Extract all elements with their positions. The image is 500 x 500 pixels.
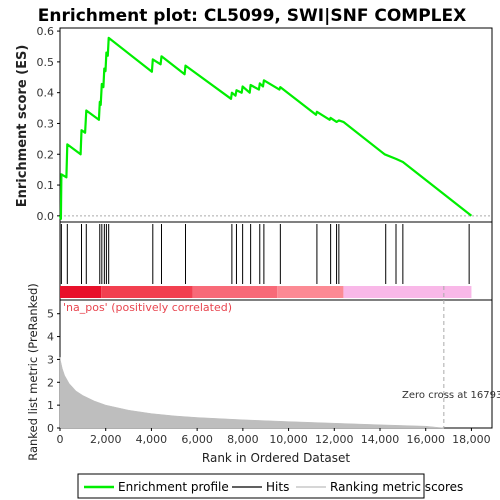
color-bar-segment (192, 286, 278, 298)
color-bar-segment (101, 286, 193, 298)
metric-y-tick-label: 3 (47, 353, 54, 366)
legend-box (77, 473, 425, 499)
legend-enrichment-label: Enrichment profile (118, 480, 229, 494)
zero-cross-annotation: Zero cross at 16793 (402, 390, 500, 401)
es-y-tick-label: 0.2 (37, 148, 55, 161)
metric-y-tick-label: 4 (47, 331, 54, 344)
x-tick-label: 0 (57, 433, 64, 446)
hit-lines (60, 224, 470, 284)
es-y-axis-label: Enrichment score (ES) (15, 45, 30, 208)
ranking-metric-area (59, 357, 444, 429)
es-y-tick-label: 0.3 (37, 117, 55, 130)
metric-y-ticks: 0 1 2 3 4 5 (47, 308, 60, 435)
x-tick-label: 14,000 (361, 433, 400, 446)
color-bar-segment (60, 286, 102, 298)
enrichment-profile-line (58, 36, 473, 220)
es-y-tick-label: 0.4 (37, 87, 55, 100)
positive-correlation-annotation: 'na_pos' (positively correlated) (63, 301, 232, 314)
es-y-tick-label: 0.1 (37, 179, 55, 192)
color-bar-segment (343, 286, 472, 298)
ranking-metric-fill (59, 357, 444, 429)
es-y-tick-label: 0.6 (37, 25, 55, 38)
metric-y-tick-label: 0 (47, 422, 54, 435)
x-tick-label: 10,000 (269, 433, 308, 446)
color-bar-segment (277, 286, 344, 298)
es-y-tick-label: 0.0 (37, 210, 55, 223)
x-tick-label: 6,000 (181, 433, 213, 446)
metric-y-axis-label: Ranked list metric (PreRanked) (26, 283, 40, 461)
rank-color-bar (60, 286, 472, 298)
x-tick-label: 8,000 (227, 433, 259, 446)
legend-metric-label: Ranking metric scores (330, 480, 463, 494)
metric-x-ticks: 0 2,000 4,000 6,000 8,000 10,000 12,000 14,000 1… (57, 428, 491, 446)
metric-y-tick-label: 1 (47, 399, 54, 412)
enrichment-curve (58, 36, 473, 220)
x-tick-label: 18,000 (452, 433, 491, 446)
metric-y-tick-label: 5 (47, 308, 54, 321)
x-tick-label: 2,000 (90, 433, 122, 446)
es-y-ticks: 0.0 0.1 0.2 0.3 0.4 0.5 0.6 (37, 25, 60, 223)
x-tick-label: 16,000 (406, 433, 445, 446)
x-axis-label: Rank in Ordered Dataset (202, 451, 350, 465)
metric-panel-frame (59, 299, 493, 429)
es-panel-frame (59, 27, 493, 223)
legend-hits-label: Hits (266, 480, 289, 494)
metric-y-tick-label: 2 (47, 376, 54, 389)
es-y-tick-label: 0.5 (37, 56, 55, 69)
x-tick-label: 4,000 (136, 433, 168, 446)
x-tick-label: 12,000 (315, 433, 354, 446)
chart-title: Enrichment plot: CL5099, SWI|SNF COMPLEX (38, 6, 466, 26)
